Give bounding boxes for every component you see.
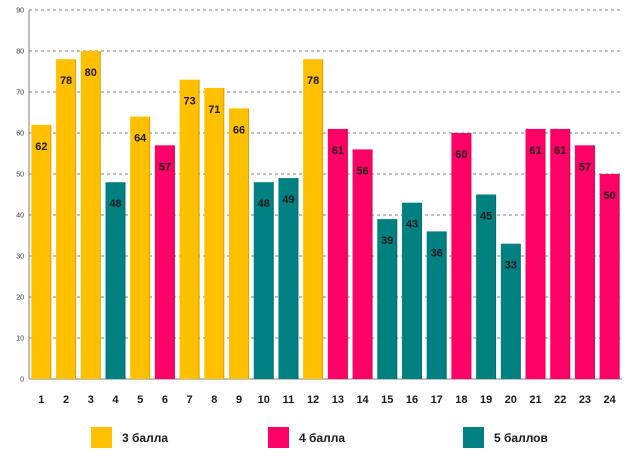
x-tick-label-21: 21 xyxy=(529,394,541,406)
x-tick-label-23: 23 xyxy=(579,394,591,406)
legend-swatch-4 xyxy=(268,427,289,448)
y-tick-label-80: 80 xyxy=(16,49,24,56)
data-label-8: 71 xyxy=(208,104,220,116)
x-tick-label-20: 20 xyxy=(505,394,517,406)
bar-13 xyxy=(327,128,348,379)
bar-8 xyxy=(204,87,225,380)
legend-label-4: 4 балла xyxy=(299,430,346,445)
bar-5 xyxy=(130,116,151,379)
data-label-21: 61 xyxy=(529,145,541,157)
bar-24 xyxy=(599,174,620,379)
data-label-15: 39 xyxy=(381,235,393,247)
x-tick-label-10: 10 xyxy=(258,394,270,406)
x-tick-label-3: 3 xyxy=(88,394,94,406)
y-tick-label-60: 60 xyxy=(16,131,24,138)
bar-10 xyxy=(253,182,274,379)
x-tick-label-5: 5 xyxy=(137,394,143,406)
bar-20 xyxy=(500,243,521,379)
y-tick-label-20: 20 xyxy=(16,295,24,302)
legend-label-5: 5 баллов xyxy=(494,430,548,445)
bar-1 xyxy=(31,124,52,379)
bar-9 xyxy=(229,108,250,380)
legend-item-5: 5 баллов xyxy=(463,427,548,448)
bar-16 xyxy=(401,202,422,379)
x-tick-label-12: 12 xyxy=(307,394,319,406)
y-tick-label-50: 50 xyxy=(16,172,24,179)
bar-23 xyxy=(574,145,595,379)
legend-swatch-3 xyxy=(91,427,112,448)
bar-22 xyxy=(550,128,571,379)
legend-swatch-5 xyxy=(463,427,484,448)
data-label-2: 78 xyxy=(60,75,72,87)
bar-4 xyxy=(105,182,126,379)
data-label-11: 49 xyxy=(282,194,294,206)
legend-label-3: 3 балла xyxy=(122,430,169,445)
data-label-19: 45 xyxy=(480,211,492,223)
data-label-16: 43 xyxy=(406,219,418,231)
x-tick-label-15: 15 xyxy=(381,394,393,406)
bar-7 xyxy=(179,79,200,379)
bar-21 xyxy=(525,128,546,379)
bar-3 xyxy=(80,51,101,379)
data-label-1: 62 xyxy=(35,141,47,153)
y-tick-label-10: 10 xyxy=(16,336,24,343)
x-tick-label-7: 7 xyxy=(187,394,193,406)
bar-15 xyxy=(377,219,398,379)
data-label-20: 33 xyxy=(505,260,517,272)
x-tick-label-17: 17 xyxy=(431,394,443,406)
x-tick-label-4: 4 xyxy=(112,394,119,406)
bar-14 xyxy=(352,149,373,379)
x-tick-label-11: 11 xyxy=(283,394,295,406)
data-label-13: 61 xyxy=(332,145,344,157)
data-label-10: 48 xyxy=(258,198,270,210)
legend-item-4: 4 балла xyxy=(268,427,345,448)
x-tick-label-8: 8 xyxy=(211,394,217,406)
x-tick-label-24: 24 xyxy=(604,394,617,406)
x-tick-label-2: 2 xyxy=(63,394,69,406)
x-tick-label-22: 22 xyxy=(554,394,566,406)
y-tick-label-40: 40 xyxy=(16,213,24,220)
x-tick-label-9: 9 xyxy=(236,394,242,406)
y-tick-label-0: 0 xyxy=(20,377,24,384)
x-tick-label-16: 16 xyxy=(406,394,418,406)
data-label-23: 57 xyxy=(579,161,591,173)
bar-2 xyxy=(56,59,77,379)
data-label-12: 78 xyxy=(307,75,319,87)
bar-12 xyxy=(303,59,324,379)
data-label-6: 57 xyxy=(159,161,171,173)
data-label-17: 36 xyxy=(431,247,443,259)
data-label-9: 66 xyxy=(233,124,245,136)
x-tick-label-14: 14 xyxy=(356,394,369,406)
data-label-14: 56 xyxy=(356,165,368,177)
data-label-18: 60 xyxy=(455,149,467,161)
bar-6 xyxy=(154,145,175,379)
y-tick-label-30: 30 xyxy=(16,254,24,261)
bar-19 xyxy=(476,194,497,379)
x-tick-label-18: 18 xyxy=(455,394,467,406)
bar-18 xyxy=(451,133,472,379)
legend-item-3: 3 балла xyxy=(91,427,168,448)
data-label-5: 64 xyxy=(134,133,147,145)
bar-11 xyxy=(278,178,299,379)
x-tick-label-1: 1 xyxy=(38,394,44,406)
bar-chart: 0102030405060708090621782803484645576737… xyxy=(16,8,622,406)
y-tick-label-70: 70 xyxy=(16,90,24,97)
data-label-4: 48 xyxy=(109,198,121,210)
data-label-7: 73 xyxy=(183,96,195,108)
x-tick-label-6: 6 xyxy=(162,394,168,406)
data-label-22: 61 xyxy=(554,145,566,157)
data-label-24: 50 xyxy=(604,190,616,202)
x-tick-label-19: 19 xyxy=(480,394,492,406)
x-tick-label-13: 13 xyxy=(332,394,344,406)
y-tick-label-90: 90 xyxy=(16,8,24,15)
bar-17 xyxy=(426,231,447,379)
data-label-3: 80 xyxy=(85,67,97,79)
